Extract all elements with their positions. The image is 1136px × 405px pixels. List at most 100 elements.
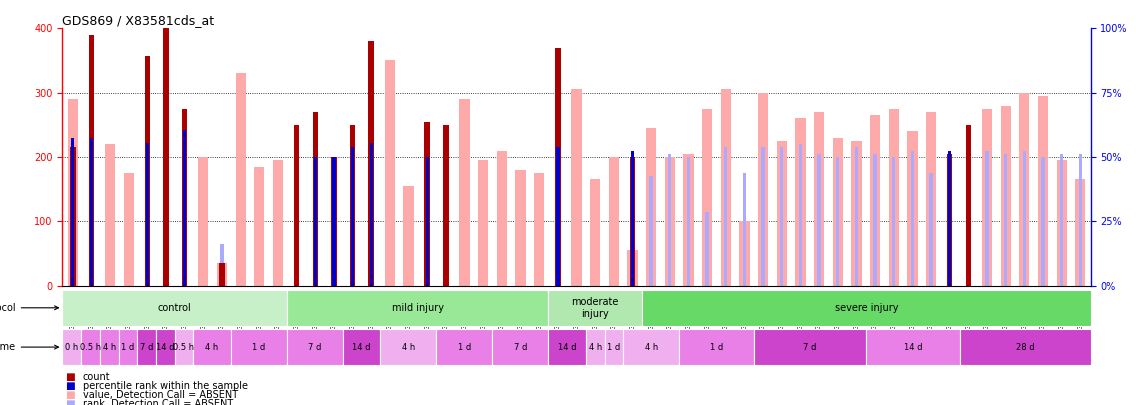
Bar: [156, 329, 175, 365]
Text: 0.5 h: 0.5 h: [174, 343, 194, 352]
Text: 7 d: 7 d: [803, 343, 817, 352]
Bar: [118, 329, 137, 365]
Bar: [81, 329, 100, 365]
Bar: [911, 151, 914, 286]
Bar: [758, 93, 768, 286]
Bar: [761, 147, 765, 286]
Bar: [72, 138, 75, 286]
Bar: [702, 109, 712, 286]
Bar: [1056, 160, 1067, 286]
Bar: [385, 60, 395, 286]
Bar: [874, 154, 877, 286]
Text: 28 d: 28 d: [1016, 343, 1035, 352]
Bar: [854, 147, 858, 286]
Bar: [1075, 179, 1085, 286]
Bar: [182, 109, 187, 286]
Bar: [867, 329, 960, 365]
Bar: [312, 112, 318, 286]
Bar: [985, 151, 988, 286]
Bar: [217, 263, 227, 286]
Bar: [777, 141, 787, 286]
Text: 0.5 h: 0.5 h: [80, 343, 101, 352]
Bar: [966, 125, 971, 286]
Text: value, Detection Call = ABSENT: value, Detection Call = ABSENT: [83, 390, 239, 400]
Bar: [679, 329, 754, 365]
Bar: [403, 186, 414, 286]
Text: count: count: [83, 373, 110, 382]
Bar: [144, 56, 150, 286]
Bar: [193, 329, 231, 365]
Bar: [137, 329, 156, 365]
Bar: [314, 157, 317, 286]
Bar: [164, 28, 169, 286]
Text: 1 d: 1 d: [608, 343, 620, 352]
Text: time: time: [0, 342, 58, 352]
Bar: [254, 166, 265, 286]
Text: 14 d: 14 d: [904, 343, 922, 352]
Text: 4 h: 4 h: [402, 343, 415, 352]
Bar: [105, 144, 115, 286]
Bar: [624, 329, 679, 365]
Text: 4 h: 4 h: [102, 343, 116, 352]
Bar: [630, 151, 634, 286]
Bar: [586, 329, 604, 365]
Bar: [795, 118, 805, 286]
Text: 14 d: 14 d: [156, 343, 175, 352]
Text: 1 d: 1 d: [122, 343, 134, 352]
Text: ■: ■: [65, 373, 75, 382]
Bar: [459, 99, 469, 286]
Bar: [799, 144, 802, 286]
Bar: [1078, 154, 1081, 286]
Bar: [687, 157, 691, 286]
Text: rank, Detection Call = ABSENT: rank, Detection Call = ABSENT: [83, 399, 233, 405]
Bar: [351, 147, 354, 286]
Bar: [72, 147, 75, 286]
Bar: [516, 170, 526, 286]
Text: severe injury: severe injury: [835, 303, 897, 313]
Text: 4 h: 4 h: [206, 343, 218, 352]
Bar: [549, 329, 586, 365]
Bar: [1060, 154, 1063, 286]
Bar: [724, 147, 727, 286]
Bar: [646, 128, 657, 286]
Bar: [425, 122, 431, 286]
Text: 0 h: 0 h: [65, 343, 78, 352]
Bar: [627, 250, 637, 286]
Bar: [1042, 157, 1045, 286]
Text: control: control: [158, 303, 192, 313]
Text: moderate
injury: moderate injury: [571, 297, 619, 319]
Bar: [294, 125, 300, 286]
Bar: [220, 244, 224, 286]
Bar: [381, 329, 436, 365]
Bar: [219, 263, 225, 286]
Bar: [183, 130, 186, 286]
Bar: [629, 157, 635, 286]
Text: 4 h: 4 h: [588, 343, 602, 352]
Text: 7 d: 7 d: [513, 343, 527, 352]
Bar: [62, 329, 81, 365]
Bar: [590, 179, 600, 286]
Text: 7 d: 7 d: [308, 343, 321, 352]
Bar: [571, 90, 582, 286]
Bar: [492, 329, 549, 365]
Text: 4 h: 4 h: [644, 343, 658, 352]
Bar: [235, 73, 245, 286]
Bar: [833, 138, 843, 286]
Bar: [436, 329, 492, 365]
Text: 14 d: 14 d: [558, 343, 576, 352]
Text: ■: ■: [65, 382, 75, 391]
Bar: [668, 154, 671, 286]
Text: 1 d: 1 d: [458, 343, 471, 352]
Bar: [231, 329, 286, 365]
Bar: [175, 329, 193, 365]
Bar: [534, 173, 544, 286]
Bar: [286, 329, 343, 365]
Bar: [1022, 151, 1026, 286]
Bar: [68, 99, 78, 286]
Bar: [960, 329, 1091, 365]
Bar: [145, 143, 149, 286]
Text: percentile rank within the sample: percentile rank within the sample: [83, 382, 248, 391]
Bar: [496, 151, 507, 286]
Bar: [665, 157, 675, 286]
Bar: [908, 131, 918, 286]
